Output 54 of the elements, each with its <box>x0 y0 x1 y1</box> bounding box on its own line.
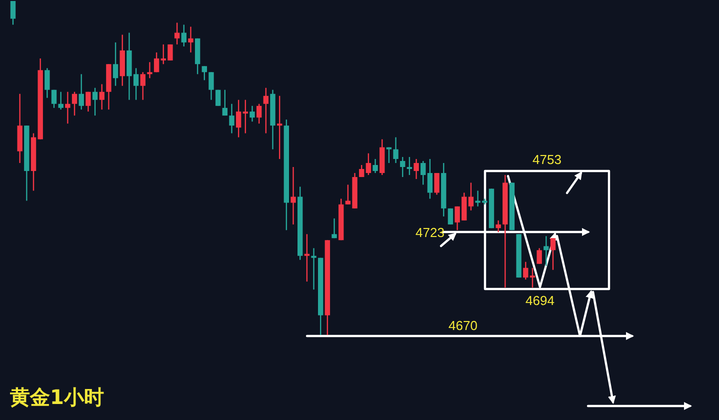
candlestick <box>468 182 474 212</box>
candlestick <box>359 164 364 178</box>
candlestick <box>250 105 255 122</box>
candlestick <box>222 89 228 116</box>
candlestick <box>414 158 419 180</box>
text: 黄金1小时 <box>9 385 104 409</box>
candlestick <box>290 166 296 226</box>
candlestick <box>229 103 234 134</box>
candlestick <box>448 208 454 226</box>
candlestick <box>496 220 501 233</box>
candlestick <box>58 91 64 110</box>
annotation: 4723 <box>416 225 444 240</box>
candlestick <box>536 248 542 264</box>
candlestick <box>427 158 433 200</box>
annotation: 4694 <box>526 293 554 308</box>
candlestick <box>10 0 16 26</box>
candlestick <box>400 156 406 178</box>
candlestick <box>99 84 104 110</box>
candlestick <box>366 152 372 176</box>
candlestick <box>263 87 269 134</box>
candlestick <box>147 62 152 79</box>
candlestick <box>311 248 316 290</box>
candlestick <box>256 103 262 124</box>
candlestick <box>181 24 186 48</box>
candlestick <box>434 172 440 196</box>
candlestick <box>72 91 78 116</box>
candlestick <box>242 99 248 134</box>
candlestick <box>202 66 207 81</box>
candlestick <box>65 91 70 124</box>
candlestick <box>236 99 242 138</box>
candlestick <box>78 74 84 110</box>
candlestick <box>276 95 282 160</box>
candlestick <box>372 158 378 174</box>
candlestick <box>174 22 180 46</box>
candlestick <box>208 72 214 100</box>
candlestick <box>393 136 398 164</box>
candlestick <box>420 160 426 186</box>
candlestick <box>112 42 118 86</box>
candlestick <box>86 91 91 112</box>
candlestick <box>188 26 194 54</box>
annotation: 4670 <box>448 318 478 333</box>
candlestick <box>304 234 310 282</box>
candlestick <box>550 238 556 270</box>
candlestick <box>140 72 146 100</box>
candlestick <box>51 89 57 108</box>
candlestick <box>92 87 98 116</box>
candlestick <box>406 156 412 176</box>
candlestick <box>544 236 549 266</box>
candlestick <box>386 146 392 164</box>
candlestick <box>332 218 337 239</box>
candlestick <box>44 68 50 98</box>
annotation: 4753 <box>532 152 562 167</box>
candlestick <box>215 89 221 106</box>
candlestick <box>154 52 160 73</box>
